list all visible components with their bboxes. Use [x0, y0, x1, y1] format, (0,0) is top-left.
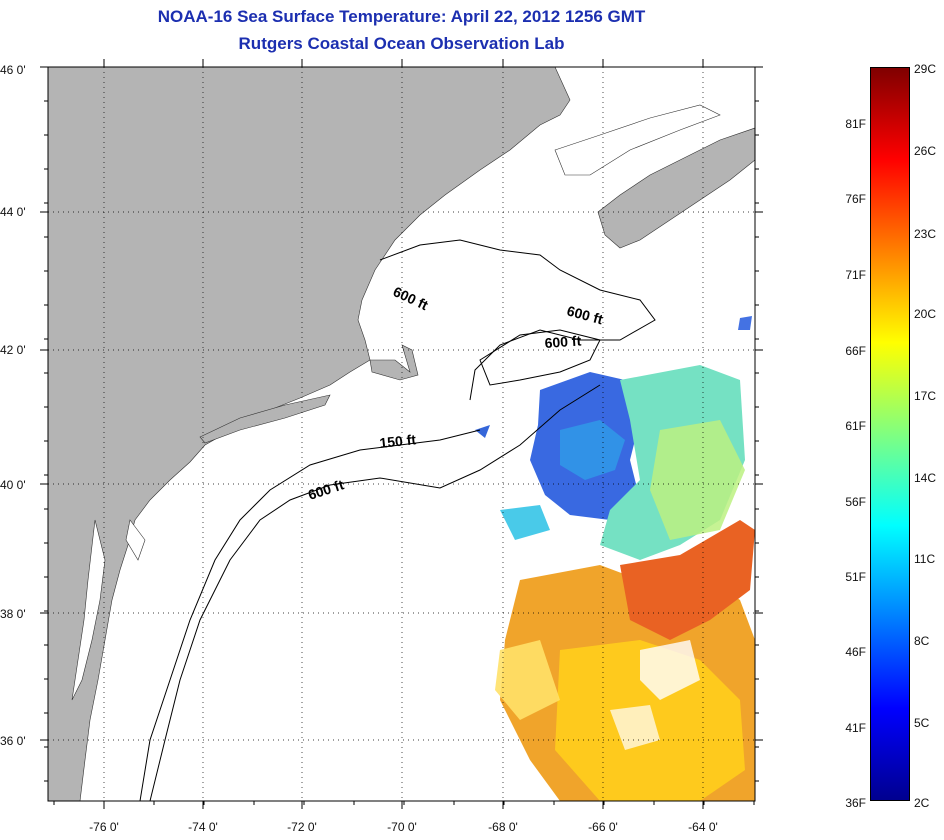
contour-label-4: 150 ft	[379, 431, 417, 451]
bay-of-fundy	[554, 104, 721, 176]
mainland	[48, 67, 571, 801]
lon-tick: -66 0'	[588, 820, 618, 834]
colorbar-label-f: 46F	[845, 645, 866, 659]
colorbar-label-c: 23C	[914, 227, 937, 241]
nova-scotia	[597, 127, 755, 249]
colorbar-label-f: 51F	[845, 570, 866, 584]
lat-tick: 38 0'	[0, 607, 26, 621]
colorbar-label-c: 26C	[914, 144, 937, 158]
colorbar	[870, 67, 910, 801]
colorbar-label-f: 41F	[845, 721, 866, 735]
lon-tick: -70 0'	[387, 820, 417, 834]
lon-tick: -74 0'	[188, 820, 218, 834]
colorbar-label-c: 14C	[914, 471, 937, 485]
colorbar-label-c: 20C	[914, 307, 937, 321]
lon-tick: -64 0'	[688, 820, 718, 834]
colorbar-label-c: 8C	[914, 634, 930, 648]
long-island	[199, 394, 331, 444]
colorbar-label-c: 2C	[914, 796, 930, 810]
colorbar-label-f: 61F	[845, 419, 866, 433]
contour-georges	[479, 329, 601, 386]
colorbar-label-c: 17C	[914, 389, 937, 403]
contour-gulf-maine	[379, 239, 656, 401]
colorbar-label-c: 5C	[914, 716, 930, 730]
colorbar-label-c: 11C	[914, 552, 936, 566]
contour-150ft	[139, 429, 481, 801]
colorbar-label-f: 76F	[845, 192, 866, 206]
colorbar-label-f: 71F	[845, 268, 866, 282]
sst-data	[475, 316, 755, 801]
delaware-bay	[125, 519, 146, 561]
contour-600ft-shelf	[149, 384, 601, 801]
lon-tick: -72 0'	[287, 820, 317, 834]
map-subtitle: Rutgers Coastal Ocean Observation Lab	[238, 34, 565, 53]
map-title: NOAA-16 Sea Surface Temperature: April 2…	[157, 7, 646, 26]
colorbar-label-f: 36F	[845, 796, 866, 810]
lon-tick: -68 0'	[488, 820, 518, 834]
colorbar-label-f: 81F	[845, 117, 866, 131]
chesapeake-bay	[71, 519, 106, 701]
contour-label-3: 600 ft	[544, 332, 582, 351]
lon-tick: -76 0'	[89, 820, 119, 834]
lat-tick: 42 0'	[0, 343, 26, 357]
colorbar-label-c: 29C	[914, 62, 937, 76]
colorbar-label-f: 56F	[845, 495, 866, 509]
lat-tick: 44 0'	[0, 205, 26, 219]
lat-tick: 46 0'	[0, 63, 26, 77]
lat-tick: 36 0'	[0, 734, 26, 748]
cape-cod	[369, 344, 419, 381]
colorbar-label-f: 66F	[845, 344, 866, 358]
lat-tick: 40 0'	[0, 478, 26, 492]
